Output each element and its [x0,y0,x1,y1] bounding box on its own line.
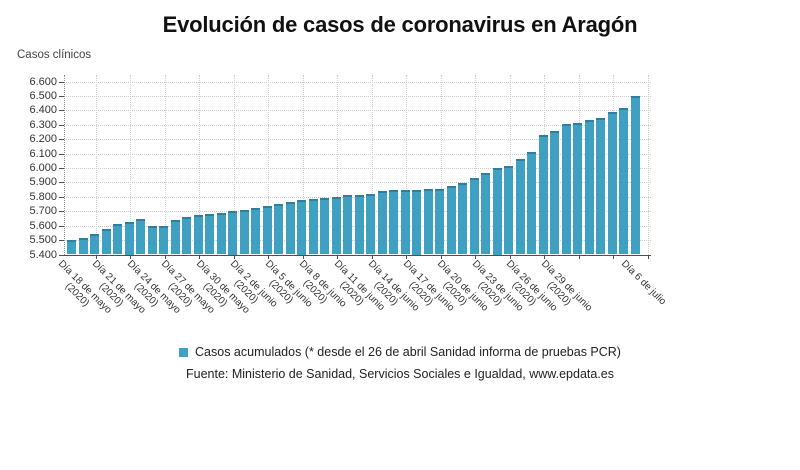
bar-23-de-mayo-2020-[interactable] [124,222,134,255]
bar-22-de-junio-2020-[interactable] [469,178,479,255]
bar-8-de-junio-2020-[interactable] [308,198,318,255]
bar-28-de-junio-2020-[interactable] [538,134,548,255]
y-axis-tick-label: 6.100 [29,147,57,160]
bar-24-de-mayo-2020-[interactable] [136,219,146,255]
bar-7-de-junio-2020-[interactable] [297,200,307,255]
y-axis-tick-label: 5.400 [29,248,57,261]
bar-5-de-junio-2020-[interactable] [274,204,284,255]
y-axis-tick-label: 6.600 [29,75,57,88]
bar-13-de-junio-2020-[interactable] [366,193,376,255]
source-credit: Fuente: Ministerio de Sanidad, Servicios… [185,367,615,381]
bar-31-de-mayo-2020-[interactable] [216,212,226,255]
y-axis-tick-label: 6.300 [29,118,57,131]
bar-21-de-junio-2020-[interactable] [458,183,468,255]
bar-30-de-mayo-2020-[interactable] [205,214,215,255]
bar-26-de-junio-2020-[interactable] [515,159,525,255]
bar-25-de-junio-2020-[interactable] [504,165,514,255]
bar-6-de-julio-2020-[interactable] [630,95,640,255]
legend: Casos acumulados (* desde el 26 de abril… [0,345,800,359]
y-axis-tick-label: 5.600 [29,219,57,232]
y-axis-tick-label: 5.500 [29,234,57,247]
bar-2-de-junio-2020-[interactable] [239,209,249,255]
bar-16-de-junio-2020-[interactable] [400,190,410,255]
y-axis-tick-label: 6.400 [29,104,57,117]
bar-21-de-mayo-2020-[interactable] [101,228,111,255]
bar-12-de-junio-2020-[interactable] [354,194,364,255]
y-axis-tick-label: 5.900 [29,176,57,189]
bar-6-de-junio-2020-[interactable] [285,201,295,255]
bar-5-de-julio-2020-[interactable] [619,108,629,255]
bar-18-de-mayo-2020-[interactable] [67,240,77,255]
bar-15-de-junio-2020-[interactable] [389,190,399,255]
x-axis-tick-label: Día 6 de julio [619,258,669,308]
legend-item[interactable]: Casos acumulados (* desde el 26 de abril… [195,345,621,359]
bar-10-de-junio-2020-[interactable] [331,196,341,255]
bar-9-de-junio-2020-[interactable] [320,198,330,255]
bar-3-de-junio-2020-[interactable] [251,207,261,255]
y-axis-tick-label: 6.000 [29,162,57,174]
bar-24-de-junio-2020-[interactable] [492,168,502,255]
y-axis-tick-label: 5.700 [29,205,57,218]
y-axis-tick-label: 6.200 [29,133,57,146]
bar-23-de-junio-2020-[interactable] [481,173,491,255]
bar-26-de-mayo-2020-[interactable] [159,225,169,255]
bar-11-de-junio-2020-[interactable] [343,195,353,255]
bar-1-de-junio-2020-[interactable] [228,211,238,255]
bar-1-de-julio-2020-[interactable] [573,122,583,255]
bar-29-de-mayo-2020-[interactable] [193,214,203,255]
bar-27-de-junio-2020-[interactable] [527,152,537,255]
bar-25-de-mayo-2020-[interactable] [147,225,157,255]
bar-18-de-junio-2020-[interactable] [423,188,433,255]
bar-3-de-julio-2020-[interactable] [596,117,606,255]
y-axis-tick-label: 5.800 [29,190,57,203]
legend-marker-icon [179,347,189,357]
bar-14-de-junio-2020-[interactable] [377,191,387,255]
y-axis-title: Casos clínicos [17,49,92,61]
bar-17-de-junio-2020-[interactable] [412,189,422,255]
bar-4-de-julio-2020-[interactable] [607,112,617,255]
bar-2-de-julio-2020-[interactable] [584,119,594,255]
bar-20-de-mayo-2020-[interactable] [90,233,100,255]
bar-28-de-mayo-2020-[interactable] [182,217,192,255]
bar-19-de-junio-2020-[interactable] [435,188,445,255]
bar-20-de-junio-2020-[interactable] [446,186,456,255]
bar-27-de-mayo-2020-[interactable] [170,219,180,255]
bar-19-de-mayo-2020-[interactable] [78,237,88,255]
bar-29-de-junio-2020-[interactable] [550,131,560,255]
y-axis-tick-label: 6.500 [29,89,57,102]
bar-30-de-junio-2020-[interactable] [561,124,571,255]
bar-4-de-junio-2020-[interactable] [262,206,272,255]
bar-22-de-mayo-2020-[interactable] [113,224,123,255]
chart-title: Evolución de casos de coronavirus en Ara… [162,12,638,37]
